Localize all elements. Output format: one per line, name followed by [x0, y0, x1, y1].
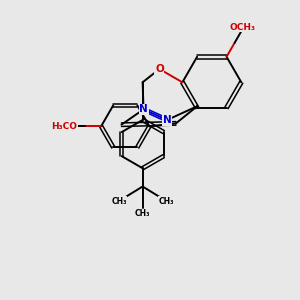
- Text: H₃CO: H₃CO: [51, 122, 77, 131]
- Text: CH₃: CH₃: [158, 197, 174, 206]
- Text: CH₃: CH₃: [135, 209, 150, 218]
- Text: N: N: [163, 115, 172, 125]
- Text: CH₃: CH₃: [111, 197, 127, 206]
- Text: O: O: [155, 64, 164, 74]
- Text: N: N: [139, 104, 148, 114]
- Text: OCH₃: OCH₃: [230, 22, 256, 32]
